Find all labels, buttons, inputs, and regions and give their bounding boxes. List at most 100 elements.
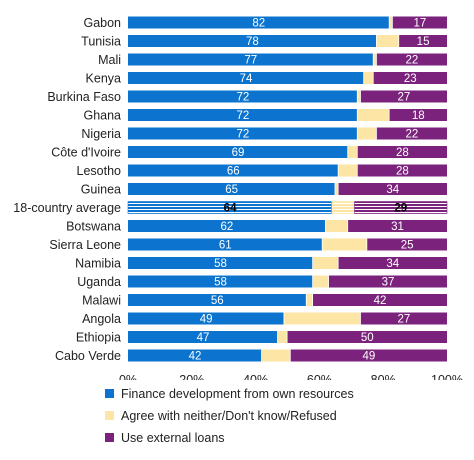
- category-label-angola: Angola: [82, 312, 121, 326]
- value-label-lesotho-own-resources: 66: [227, 166, 240, 178]
- category-label-mali: Mali: [98, 53, 121, 67]
- value-label-burkina-faso-own-resources: 72: [236, 92, 249, 104]
- bar-cote-d-ivoire-neither: [348, 146, 357, 158]
- category-label-botswana: Botswana: [66, 220, 121, 234]
- bar-botswana-neither: [325, 220, 348, 232]
- value-labels: 82 17 78 15 77 22 74 23 72 27 72 18 72 22 69 28 66 28 65 34…: [189, 18, 430, 363]
- bar-ghana-own-resources: [128, 109, 357, 121]
- bar-mali-own-resources: [128, 53, 373, 66]
- bar-cabo-verde-own-resources: [128, 349, 262, 362]
- bar-cote-d-ivoire-external-loans: [357, 146, 447, 158]
- value-label-botswana-own-resources: 62: [220, 221, 233, 233]
- bar-burkina-faso-own-resources: [128, 90, 357, 103]
- x-axis: 0% 20% 40% 60% 80% 100%: [119, 373, 463, 380]
- category-label-kenya: Kenya: [86, 72, 121, 86]
- value-label-uganda-external-loans: 37: [382, 277, 395, 289]
- category-label-namibia: Namibia: [75, 257, 121, 271]
- bar-18-country-average-external-loans: [354, 201, 448, 214]
- value-label-guinea-external-loans: 34: [386, 184, 399, 196]
- bar-kenya-neither: [364, 72, 373, 84]
- bar-cabo-verde-neither: [261, 349, 290, 362]
- category-label-gabon: Gabon: [83, 16, 121, 30]
- value-label-malawi-external-loans: 42: [374, 295, 387, 307]
- bar-lesotho-neither: [338, 164, 357, 177]
- bar-sierra-leone-own-resources: [128, 238, 322, 251]
- bar-malawi-external-loans: [313, 294, 447, 306]
- value-label-uganda-own-resources: 58: [214, 277, 227, 289]
- legend-swatch-external-loans: [105, 433, 114, 442]
- value-label-mali-external-loans: 22: [406, 55, 419, 67]
- bar-angola-neither: [284, 312, 361, 325]
- bar-ethiopia-neither: [277, 331, 287, 343]
- category-label-burkina-faso: Burkina Faso: [47, 90, 121, 104]
- bar-nigeria-external-loans: [376, 127, 447, 140]
- value-label-ghana-own-resources: 72: [236, 110, 249, 122]
- value-label-malawi-own-resources: 56: [211, 295, 224, 307]
- category-label-sierra-leone: Sierra Leone: [49, 238, 121, 252]
- bar-guinea-external-loans: [338, 183, 447, 195]
- bar-guinea-neither: [335, 183, 338, 195]
- bar-angola-own-resources: [128, 312, 284, 325]
- bar-botswana-own-resources: [128, 220, 325, 232]
- category-label-18-country-average: 18-country average: [13, 201, 121, 215]
- value-label-sierra-leone-own-resources: 61: [219, 240, 232, 252]
- bar-malawi-neither: [306, 294, 313, 306]
- value-label-ghana-external-loans: 18: [412, 110, 425, 122]
- category-label-ghana: Ghana: [83, 109, 121, 123]
- legend-label-neither: Agree with neither/Don't know/Refused: [121, 408, 337, 423]
- bar-nigeria-own-resources: [128, 127, 357, 140]
- bar-mali-neither: [373, 53, 377, 66]
- bar-18-country-average-own-resources: [127, 201, 332, 214]
- value-label-mali-own-resources: 77: [244, 55, 257, 67]
- value-label-namibia-own-resources: 58: [214, 258, 227, 270]
- value-label-ethiopia-own-resources: 47: [197, 332, 210, 344]
- bar-ghana-neither: [357, 109, 389, 121]
- stacked-bar-chart: Gabon Tunisia Mali Kenya Burkina Faso Ghana Ni…: [13, 16, 463, 380]
- x-tick-label-80: 80%: [371, 373, 396, 380]
- bar-ethiopia-own-resources: [128, 331, 278, 343]
- category-label-ethiopia: Ethiopia: [76, 331, 121, 345]
- category-label-malawi: Malawi: [82, 294, 121, 308]
- bar-lesotho-external-loans: [357, 164, 447, 177]
- value-label-lesotho-external-loans: 28: [396, 166, 409, 178]
- value-label-18-country-average-external-loans: 29: [394, 203, 407, 215]
- value-label-gabon-external-loans: 17: [413, 18, 426, 30]
- legend-label-external-loans: Use external loans: [121, 430, 225, 445]
- bar-kenya-external-loans: [373, 72, 447, 84]
- bar-tunisia-own-resources: [128, 35, 377, 47]
- bar-uganda-own-resources: [128, 275, 313, 288]
- bar-namibia-neither: [313, 257, 338, 269]
- x-tick-label-0: 0%: [119, 373, 137, 380]
- value-label-guinea-own-resources: 65: [225, 184, 238, 196]
- category-labels: Gabon Tunisia Mali Kenya Burkina Faso Ghana Ni…: [13, 16, 121, 363]
- legend-item-neither: Agree with neither/Don't know/Refused: [105, 408, 354, 423]
- bar-ghana-external-loans: [389, 109, 447, 121]
- category-label-cote-d-ivoire: Côte d'Ivoire: [51, 146, 121, 160]
- category-label-tunisia: Tunisia: [81, 35, 121, 49]
- bar-cote-d-ivoire-own-resources: [128, 146, 348, 158]
- value-label-tunisia-external-loans: 15: [417, 36, 430, 48]
- category-label-lesotho: Lesotho: [77, 164, 122, 178]
- value-label-cabo-verde-own-resources: 42: [189, 351, 202, 363]
- legend-item-external-loans: Use external loans: [105, 430, 354, 445]
- x-tick-label-60: 60%: [307, 373, 332, 380]
- bar-burkina-faso-external-loans: [360, 90, 447, 103]
- value-label-botswana-external-loans: 31: [391, 221, 404, 233]
- value-label-18-country-average-own-resources: 64: [224, 203, 237, 215]
- value-label-burkina-faso-external-loans: 27: [398, 92, 411, 104]
- bars: [127, 16, 448, 362]
- bar-uganda-neither: [313, 275, 329, 288]
- category-label-uganda: Uganda: [77, 275, 121, 289]
- bar-nigeria-neither: [357, 127, 377, 140]
- legend-label-own-resources: Finance development from own resources: [121, 386, 354, 401]
- value-label-angola-own-resources: 49: [200, 314, 213, 326]
- x-tick-label-20: 20%: [179, 373, 204, 380]
- value-label-gabon-own-resources: 82: [252, 18, 265, 30]
- bar-angola-external-loans: [360, 312, 447, 325]
- bar-cabo-verde-external-loans: [290, 349, 447, 362]
- bar-uganda-external-loans: [328, 275, 447, 288]
- legend: Finance development from own resources A…: [105, 386, 354, 452]
- bar-ethiopia-external-loans: [287, 331, 447, 343]
- bar-guinea-own-resources: [128, 183, 335, 195]
- value-label-tunisia-own-resources: 78: [246, 36, 259, 48]
